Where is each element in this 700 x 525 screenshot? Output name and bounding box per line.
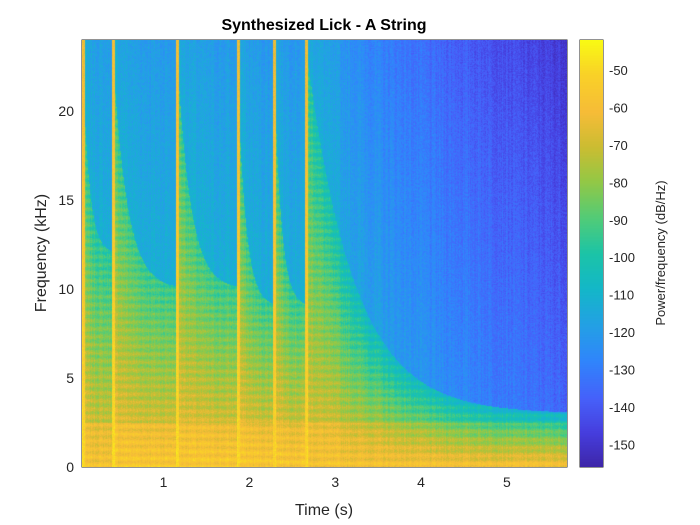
x-tick-label: 4	[417, 474, 425, 490]
colorbar-tick-label: -120	[609, 325, 635, 340]
y-tick-label: 5	[66, 370, 74, 386]
y-tick-label: 15	[58, 192, 74, 208]
colorbar-gradient	[580, 40, 603, 467]
x-tick-label: 5	[503, 474, 511, 490]
colorbar-label: Power/frequency (dB/Hz)	[653, 180, 668, 325]
chart-title: Synthesized Lick - A String	[221, 17, 426, 34]
colorbar-tick-label: -90	[609, 213, 628, 228]
y-axis-label: Frequency (kHz)	[33, 194, 50, 312]
colorbar-tick-label: -110	[609, 288, 634, 303]
x-tick-label: 1	[160, 474, 168, 490]
y-tick-label: 20	[58, 103, 74, 119]
colorbar-tick-label: -130	[609, 363, 635, 378]
colorbar-tick-label: -70	[609, 138, 628, 153]
colorbar-tick-label: -60	[609, 100, 628, 115]
colorbar-tick-label: -50	[609, 63, 628, 78]
spectrogram-image	[82, 40, 567, 467]
colorbar-axis: -50 -60 -70 -80 -90 -100 -110 -120 -130 -140 -150	[599, 63, 635, 453]
colorbar-tick-label: -80	[609, 175, 628, 190]
colorbar-tick-label: -100	[609, 250, 635, 265]
x-tick-label: 3	[331, 474, 339, 490]
y-tick-label: 10	[58, 281, 74, 297]
y-tick-label: 0	[66, 459, 74, 475]
x-tick-label: 2	[245, 474, 253, 490]
colorbar-tick-label: -140	[609, 400, 635, 415]
colorbar-tick-label: -150	[609, 438, 635, 453]
x-axis-label: Time (s)	[295, 502, 353, 519]
